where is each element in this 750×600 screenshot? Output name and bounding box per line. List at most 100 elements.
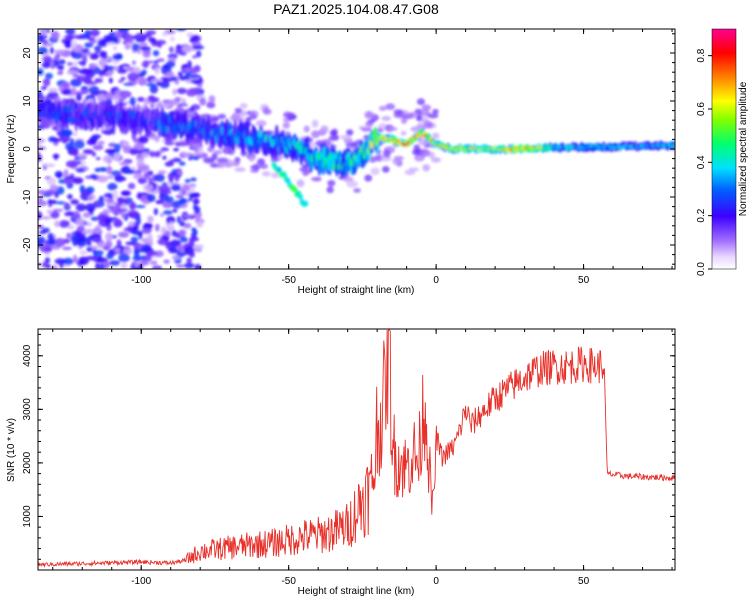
spectrogram-halo-blob: [346, 129, 354, 136]
spectrogram-noise-blob: [38, 211, 43, 220]
snr-ytick-label: 3000: [22, 398, 33, 421]
spectrogram-noise-blob: [128, 201, 137, 210]
spectrogram-noise-blob: [120, 262, 128, 269]
spectrogram-noise-blob: [175, 194, 184, 199]
spectrogram-noise-blob: [156, 58, 165, 63]
spectrogram-halo-blob: [367, 119, 376, 124]
spectrogram-noise-blob: [182, 214, 193, 218]
spectrogram-noise-blob: [70, 234, 79, 243]
spectrogram-noise-blob: [118, 253, 130, 263]
spectrogram-ridge-cell: [82, 113, 88, 130]
spectrogram-noise-blob: [149, 260, 158, 266]
spectrogram-noise-blob: [82, 212, 91, 218]
spectrogram-noise-blob: [165, 196, 174, 203]
spectrogram-noise-blob: [50, 211, 60, 219]
spectrogram-ridge-cell: [402, 143, 407, 146]
spectrogram-noise-blob: [102, 198, 114, 202]
spectrogram-noise-blob: [192, 204, 198, 210]
spectrogram-noise-blob: [106, 175, 114, 180]
spectrogram-halo-blob: [203, 157, 216, 164]
spectrogram-noise-blob: [38, 230, 47, 235]
spectrogram-noise-blob: [72, 254, 78, 263]
spectrogram-noise-blob: [135, 39, 146, 43]
spectrogram-xtick-label: -50: [281, 275, 296, 286]
spectrogram-halo-blob: [400, 130, 407, 136]
spectrogram-noise-blob: [184, 178, 191, 184]
spectrogram-noise-blob: [149, 84, 159, 94]
spectrogram-noise-blob: [147, 233, 153, 242]
spectrogram-noise-blob: [177, 244, 183, 253]
spectrogram-noise-blob: [87, 37, 94, 41]
spectrogram-noise-blob: [131, 60, 136, 65]
spectrogram-ridge-cell: [234, 136, 240, 145]
spectrogram-branch-cell: [297, 193, 303, 200]
spectrogram-noise-blob: [161, 103, 170, 108]
spectrogram-noise-blob: [181, 45, 193, 53]
spectrogram-ridge-cell: [639, 144, 645, 148]
spectrogram-noise-blob: [112, 190, 119, 200]
spectrogram-noise-blob: [95, 262, 100, 269]
spectrogram-noise-blob: [80, 86, 90, 90]
spectrogram-halo-blob: [432, 132, 440, 139]
spectrogram-noise-blob: [129, 96, 136, 106]
spectrogram-noise-blob: [62, 257, 74, 265]
spectrogram-noise-blob: [131, 43, 140, 52]
spectrogram-ytick-label: 0: [22, 146, 33, 152]
spectrogram-branch-cell: [303, 200, 309, 207]
spectrogram-noise-blob: [173, 147, 180, 152]
spectrogram-noise-blob: [136, 97, 146, 102]
spectrogram-noise-blob: [137, 177, 148, 185]
spectrogram-halo-blob: [228, 160, 236, 166]
snr-xlabel: Height of straight line (km): [298, 586, 415, 597]
spectrogram-noise-blob: [192, 198, 200, 205]
spectrogram-halo-blob: [416, 114, 423, 122]
spectrogram-halo-blob: [329, 129, 338, 137]
spectrogram-halo-blob: [182, 152, 193, 157]
spectrogram-noise-blob: [179, 197, 188, 205]
spectrogram-noise-blob: [188, 239, 195, 248]
spectrogram-ridge-cell: [82, 109, 87, 117]
spectrogram-noise-blob: [168, 46, 174, 53]
spectrogram-noise-blob: [87, 241, 92, 247]
spectrogram-noise-blob: [53, 138, 61, 143]
spectrogram-halo-blob: [427, 113, 439, 119]
spectrogram-noise-blob: [141, 151, 149, 158]
spectrogram-noise-blob: [132, 254, 142, 262]
spectrogram-halo-blob: [353, 188, 361, 193]
spectrogram-noise-blob: [50, 264, 58, 269]
spectrogram-noise-blob: [143, 171, 151, 179]
spectrogram-noise-blob: [104, 148, 117, 154]
spectrogram-noise-blob: [167, 172, 175, 181]
spectrogram-noise-blob: [97, 214, 108, 221]
spectrogram-noise-blob: [84, 29, 92, 38]
spectrogram-noise-blob: [130, 236, 139, 242]
spectrogram-noise-blob: [172, 157, 182, 163]
snr-xtick-label: 50: [578, 576, 590, 587]
spectrogram-noise-blob: [121, 140, 130, 147]
spectrogram-halo-blob: [262, 108, 272, 115]
spectrogram-noise-blob: [190, 79, 202, 84]
spectrogram-ytick-label: -20: [22, 237, 33, 252]
spectrogram-noise-blob: [83, 228, 95, 234]
spectrogram-noise-blob: [163, 210, 173, 216]
spectrogram-noise-blob: [140, 255, 148, 261]
spectrogram-noise-blob: [189, 67, 198, 75]
colorbar-tick-label: 0.2: [696, 208, 707, 222]
spectrogram-noise-blob: [153, 208, 159, 216]
spectrogram-halo-blob: [364, 111, 374, 119]
spectrogram-noise-blob: [148, 177, 153, 184]
colorbar-tick-label: 0.6: [696, 102, 707, 116]
spectrogram-noise-blob: [99, 263, 105, 269]
spectrogram-noise-blob: [164, 140, 175, 146]
snr-xtick-label: -100: [131, 576, 151, 587]
spectrogram-noise-blob: [56, 64, 65, 71]
spectrogram-noise-blob: [178, 161, 186, 166]
spectrogram-noise-blob: [142, 184, 154, 191]
spectrogram-noise-blob: [123, 34, 134, 44]
spectrogram-noise-blob: [168, 159, 175, 165]
spectrogram-ridge-cell: [369, 141, 375, 150]
spectrogram-halo-blob: [382, 165, 390, 173]
spectrogram-halo-blob: [416, 122, 424, 130]
spectrogram-halo-blob: [385, 103, 396, 111]
spectrogram-noise-blob: [97, 38, 109, 48]
